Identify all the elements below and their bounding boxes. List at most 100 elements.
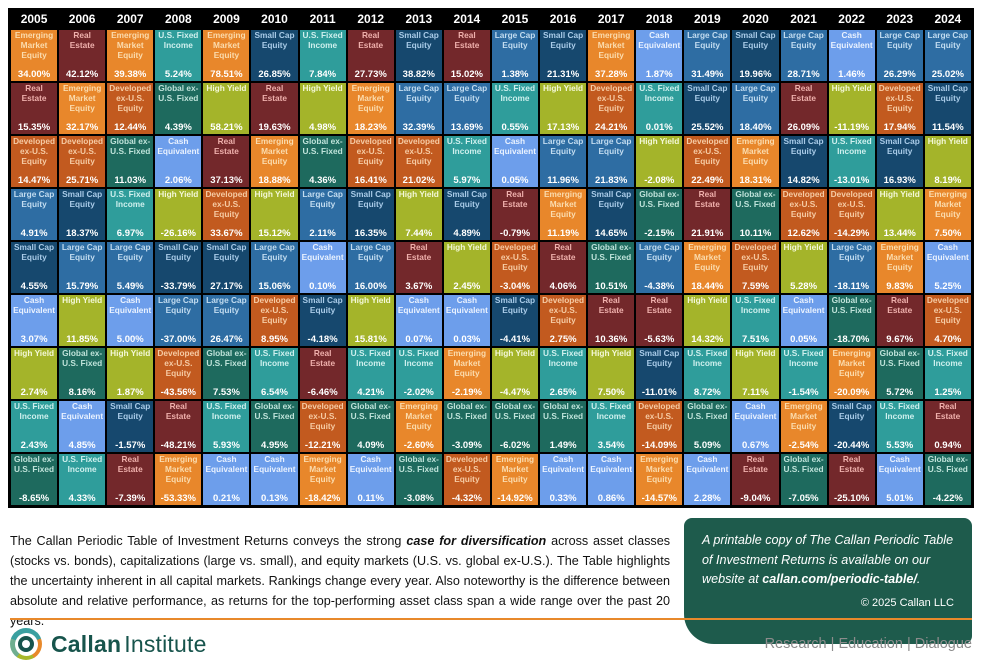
asset-return-value: -7.05% — [788, 493, 819, 504]
asset-label: Global ex-U.S. Fixed — [639, 189, 680, 209]
asset-label: Real Estate — [213, 136, 239, 156]
asset-label: Large Cap Equity — [687, 30, 728, 50]
asset-return-value: 2.06% — [164, 175, 192, 186]
brand-name-institute: Institute — [124, 630, 207, 657]
year-header: 2019 — [684, 11, 731, 28]
asset-return-value: 4.21% — [357, 387, 385, 398]
asset-return-value: 31.49% — [691, 69, 724, 80]
asset-label: High Yield — [639, 136, 680, 146]
asset-return-value: -25.10% — [833, 493, 870, 504]
asset-return-value: 4.33% — [68, 493, 96, 504]
asset-cell-em: Emerging Market Equity 18.31% — [732, 136, 779, 187]
asset-label: Real Estate — [935, 401, 961, 421]
asset-cell-re: Real Estate 10.36% — [588, 295, 635, 346]
asset-return-value: 18.44% — [691, 281, 724, 292]
asset-return-value: 15.12% — [258, 228, 291, 239]
asset-return-value: 8.16% — [68, 387, 96, 398]
asset-label: Cash Equivalent — [638, 30, 681, 50]
asset-label: U.S. Fixed Income — [398, 348, 439, 368]
asset-return-value: 16.93% — [883, 175, 916, 186]
asset-return-value: -3.09% — [451, 440, 482, 451]
asset-return-value: -14.92% — [497, 493, 533, 504]
asset-label: Large Cap Equity — [254, 242, 295, 262]
asset-return-value: 5.24% — [164, 69, 192, 80]
asset-label: Small Cap Equity — [783, 136, 824, 156]
asset-return-value: -53.33% — [160, 493, 197, 504]
asset-label: Developed ex-U.S. Equity — [397, 136, 440, 166]
asset-cell-dev: Developed ex-U.S. Equity 12.62% — [780, 189, 827, 240]
asset-cell-dev: Developed ex-U.S. Equity -3.04% — [491, 242, 539, 293]
asset-return-value: 0.67% — [741, 440, 769, 451]
asset-label: Small Cap Equity — [639, 348, 680, 368]
asset-label: High Yield — [13, 348, 55, 358]
accent-divider — [10, 618, 972, 620]
asset-return-value: 4.55% — [20, 281, 48, 292]
asset-cell-globalfi: Global ex-U.S. Fixed -2.15% — [636, 189, 683, 240]
asset-cell-large: Large Cap Equity 26.47% — [203, 295, 250, 346]
asset-return-value: 7.11% — [742, 387, 769, 398]
asset-return-value: 32.17% — [66, 122, 99, 133]
asset-label: U.S. Fixed Income — [783, 348, 824, 368]
asset-return-value: 4.39% — [164, 122, 192, 133]
year-header: 2013 — [395, 11, 442, 28]
asset-cell-usfi: U.S. Fixed Income 5.24% — [155, 30, 202, 81]
year-header: 2006 — [59, 11, 106, 28]
asset-label: Developed ex-U.S. Equity — [542, 295, 585, 325]
asset-label: Small Cap Equity — [591, 189, 632, 209]
asset-cell-large: Large Cap Equity 4.91% — [11, 189, 58, 240]
asset-cell-hy: High Yield -11.19% — [828, 83, 875, 134]
asset-return-value: 0.05% — [790, 334, 818, 345]
asset-label: U.S. Fixed Income — [687, 348, 728, 368]
asset-return-value: 2.75% — [549, 334, 577, 345]
asset-label: Small Cap Equity — [831, 401, 872, 421]
asset-label: Cash Equivalent — [734, 401, 777, 421]
asset-return-value: 4.95% — [261, 440, 288, 451]
asset-return-value: 22.49% — [691, 175, 724, 186]
asset-cell-dev: Developed ex-U.S. Equity -4.32% — [443, 454, 490, 505]
asset-label: High Yield — [927, 136, 968, 146]
asset-cell-large: Large Cap Equity -37.00% — [155, 295, 202, 346]
asset-label: Cash Equivalent — [878, 454, 921, 474]
asset-cell-dev: Developed ex-U.S. Equity -14.09% — [636, 401, 683, 452]
asset-label: Developed ex-U.S. Equity — [590, 83, 633, 113]
asset-label: Developed ex-U.S. Equity — [494, 242, 536, 272]
asset-return-value: 0.05% — [501, 175, 529, 186]
asset-cell-cash: Cash Equivalent 0.10% — [299, 242, 346, 293]
asset-cell-small: Small Cap Equity -4.18% — [299, 295, 346, 346]
asset-return-value: 11.96% — [547, 175, 579, 186]
description-text-before: The Callan Periodic Table of Investment … — [10, 533, 407, 548]
asset-label: Developed ex-U.S. Equity — [638, 401, 681, 431]
asset-cell-small: Small Cap Equity 14.65% — [588, 189, 635, 240]
asset-cell-small: Small Cap Equity -4.41% — [491, 295, 539, 346]
asset-return-value: 8.19% — [934, 175, 962, 186]
asset-label: Real Estate — [21, 83, 47, 103]
asset-cell-re: Real Estate 21.91% — [684, 189, 731, 240]
asset-return-value: 26.47% — [210, 334, 243, 345]
asset-return-value: 4.36% — [309, 175, 337, 186]
asset-cell-em: Emerging Market Equity 39.38% — [107, 30, 154, 81]
asset-return-value: 2.65% — [549, 387, 577, 398]
asset-label: Emerging Market Equity — [736, 136, 775, 166]
asset-cell-re: Real Estate 37.13% — [203, 136, 250, 187]
callout-text-after: . — [916, 572, 921, 587]
year-column-2021: 2021 Large Cap Equity 28.71% Real Estate 26.… — [780, 11, 827, 505]
asset-label: Emerging Market Equity — [63, 83, 102, 113]
asset-return-value: 15.02% — [450, 69, 483, 80]
asset-label: Cash Equivalent — [157, 136, 200, 156]
year-column-2014: 2014 Real Estate 15.02% Large Cap Equity 13.… — [443, 11, 490, 505]
periodic-table-grid: 2005 Emerging Market Equity 34.00% Real Est… — [8, 8, 974, 508]
asset-cell-large: Large Cap Equity 31.49% — [684, 30, 731, 81]
asset-label: Small Cap Equity — [302, 295, 343, 315]
asset-label: Developed ex-U.S. Equity — [445, 454, 488, 484]
asset-label: Small Cap Equity — [543, 30, 584, 50]
asset-cell-hy: High Yield 7.44% — [395, 189, 442, 240]
asset-return-value: -20.09% — [833, 387, 870, 398]
asset-label: Real Estate — [598, 295, 624, 315]
printable-copy-callout: A printable copy of The Callan Periodic … — [684, 518, 972, 644]
asset-cell-em: Emerging Market Equity 18.44% — [684, 242, 731, 293]
asset-cell-usfi: U.S. Fixed Income -2.02% — [395, 348, 442, 399]
asset-label: Real Estate — [262, 83, 287, 103]
asset-label: Small Cap Equity — [158, 242, 199, 262]
asset-cell-re: Real Estate -25.10% — [828, 454, 875, 505]
asset-cell-globalfi: Global ex-U.S. Fixed 5.09% — [684, 401, 731, 452]
